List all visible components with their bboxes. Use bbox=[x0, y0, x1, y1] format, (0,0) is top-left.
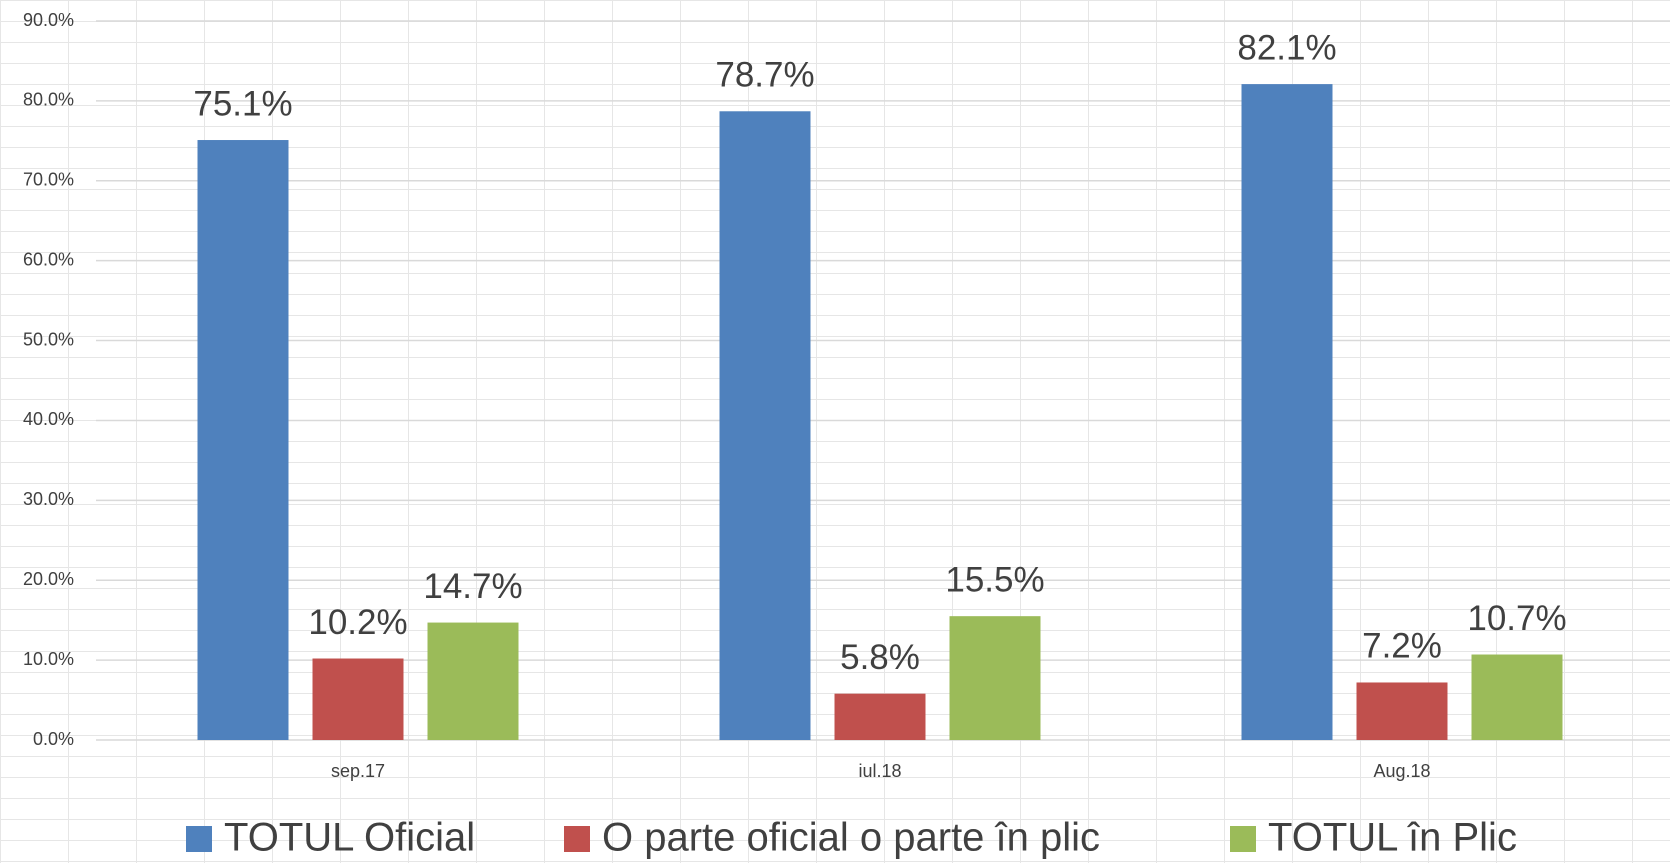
bar bbox=[427, 622, 519, 740]
y-tick-label: 90.0% bbox=[23, 10, 74, 30]
data-label: 10.2% bbox=[308, 603, 407, 642]
data-label: 7.2% bbox=[1362, 627, 1442, 666]
data-label: 82.1% bbox=[1237, 28, 1336, 67]
legend-label: O parte oficial o parte în plic bbox=[602, 816, 1100, 860]
x-tick-label: sep.17 bbox=[331, 761, 385, 781]
bar bbox=[312, 658, 404, 740]
x-tick-label: Aug.18 bbox=[1373, 761, 1430, 781]
bar bbox=[1241, 84, 1333, 740]
y-tick-label: 80.0% bbox=[23, 90, 74, 110]
legend-label: TOTUL Oficial bbox=[224, 816, 475, 860]
data-label: 10.7% bbox=[1467, 599, 1566, 638]
x-tick-label: iul.18 bbox=[858, 761, 901, 781]
data-label: 5.8% bbox=[840, 638, 920, 677]
bar bbox=[197, 140, 289, 741]
legend-swatch bbox=[1230, 826, 1256, 852]
bar bbox=[719, 111, 811, 741]
y-tick-label: 0.0% bbox=[33, 729, 74, 749]
y-tick-label: 40.0% bbox=[23, 409, 74, 429]
bar bbox=[1471, 654, 1563, 740]
y-tick-label: 50.0% bbox=[23, 329, 74, 349]
y-tick-label: 30.0% bbox=[23, 489, 74, 509]
legend-label: TOTUL în Plic bbox=[1268, 816, 1517, 860]
y-tick-label: 70.0% bbox=[23, 170, 74, 190]
data-label: 14.7% bbox=[423, 567, 522, 606]
bar bbox=[1356, 682, 1448, 740]
data-label: 78.7% bbox=[715, 56, 814, 95]
legend-swatch bbox=[564, 826, 590, 852]
legend-swatch bbox=[186, 826, 212, 852]
y-tick-label: 10.0% bbox=[23, 649, 74, 669]
y-tick-label: 20.0% bbox=[23, 569, 74, 589]
bar bbox=[834, 693, 926, 740]
bar bbox=[949, 616, 1041, 740]
y-tick-label: 60.0% bbox=[23, 249, 74, 269]
data-label: 15.5% bbox=[945, 560, 1044, 599]
data-label: 75.1% bbox=[193, 84, 292, 123]
